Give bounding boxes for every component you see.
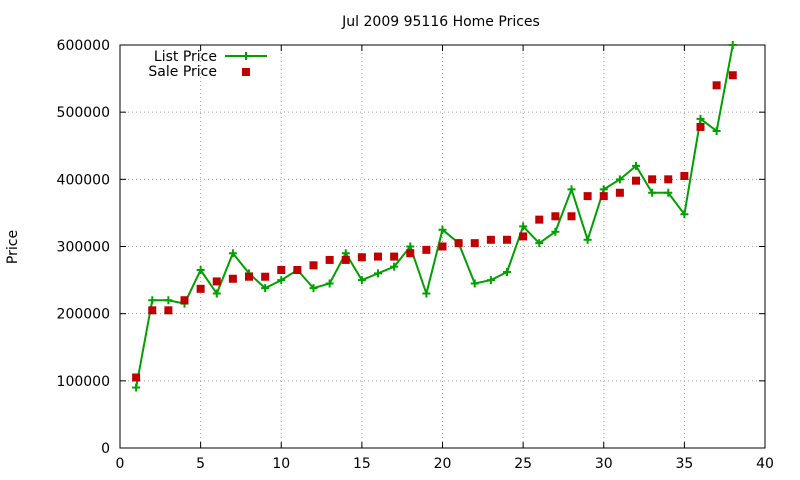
y-tick-label: 0: [101, 441, 110, 457]
list-price-point: [228, 249, 237, 258]
x-tick-label: 5: [196, 456, 205, 472]
sale-price-point: [245, 272, 253, 281]
list-price-point: [406, 242, 415, 251]
list-price-line: [135, 44, 734, 388]
x-tick-label: 0: [116, 456, 125, 472]
sale-price-point: [164, 306, 173, 315]
list-price-point: [261, 284, 270, 293]
sale-price-point: [277, 266, 286, 275]
sale-price-point: [728, 71, 737, 80]
sale-price-point: [535, 215, 544, 224]
sale-price-point: [599, 192, 608, 201]
x-tick-label: 25: [514, 456, 532, 472]
list-price-point: [696, 114, 705, 123]
list-price-point: [148, 296, 157, 305]
list-price-point: [648, 188, 657, 197]
data-series: [132, 41, 737, 392]
list-price-point: [470, 279, 479, 288]
sale-price-point: [374, 252, 382, 261]
list-price-point: [486, 276, 495, 285]
list-price-point: [503, 268, 511, 277]
x-tick-label: 10: [272, 456, 290, 472]
x-tick-label: 35: [675, 456, 693, 472]
x-tick-label: 15: [353, 456, 371, 472]
y-tick-label: 400000: [57, 172, 110, 188]
list-price-point: [599, 185, 608, 194]
list-price-point: [551, 227, 560, 236]
sale-price-point: [212, 277, 221, 286]
list-price-point: [567, 185, 576, 194]
list-price-point: [728, 41, 737, 49]
sale-price-point: [422, 245, 431, 254]
y-tick-label: 500000: [57, 105, 110, 121]
y-tick-label: 600000: [57, 38, 110, 54]
list-price-point: [164, 296, 173, 305]
list-price-point: [325, 279, 334, 288]
sale-price-point: [567, 212, 576, 221]
list-price-point: [309, 284, 318, 293]
sale-price-point: [293, 266, 302, 275]
sale-price-point: [664, 175, 673, 184]
list-price-point: [357, 276, 366, 285]
sale-price-point: [196, 284, 205, 293]
sale-price-point: [357, 253, 366, 262]
sale-price-point: [438, 242, 447, 251]
list-price-point: [196, 266, 205, 275]
list-price-point: [374, 269, 382, 278]
list-price-point: [632, 161, 640, 170]
list-price-point: [390, 262, 399, 271]
sale-price-point: [470, 239, 479, 248]
chart-title: Jul 2009 95116 Home Prices: [341, 14, 540, 30]
x-tick-label: 20: [434, 456, 452, 472]
sale-price-point: [503, 235, 511, 244]
legend-label-list-price: List Price: [154, 49, 217, 65]
sale-price-point: [486, 235, 495, 244]
sale-price-point: [228, 274, 237, 283]
y-tick-label: 300000: [57, 240, 110, 256]
x-tick-label: 30: [595, 456, 613, 472]
x-tick-label: 40: [756, 456, 774, 472]
list-price-point: [341, 249, 350, 258]
sale-price-point: [648, 175, 657, 184]
sale-price-point: [696, 122, 705, 131]
y-tick-label: 200000: [57, 307, 110, 323]
sale-price-point: [390, 252, 399, 261]
y-axis-label: Price: [5, 230, 21, 264]
list-price-point: [583, 235, 592, 244]
list-price-point: [519, 222, 528, 231]
y-tick-label: 100000: [57, 374, 110, 390]
sale-price-point: [551, 212, 560, 221]
legend-marker-sale-price: [242, 68, 250, 76]
sale-price-point: [341, 255, 350, 264]
sale-price-point: [632, 176, 640, 185]
sale-price-point: [406, 249, 415, 258]
legend-marker-list-price: [242, 52, 250, 60]
sale-price-point: [519, 232, 528, 241]
list-price-point: [212, 289, 221, 298]
list-price-point: [664, 188, 673, 197]
sale-price-point: [615, 188, 624, 197]
legend: List Price Sale Price: [148, 49, 267, 80]
sale-price-point: [712, 81, 721, 90]
sale-price-point: [261, 272, 270, 281]
list-price-point: [680, 210, 689, 219]
sale-price-point: [583, 192, 592, 201]
list-price-point: [712, 126, 721, 135]
sale-price-point: [309, 261, 318, 270]
sale-price-point: [680, 171, 689, 180]
list-price-point: [535, 239, 544, 248]
list-price-point: [615, 175, 624, 184]
list-price-point: [132, 383, 141, 392]
legend-label-sale-price: Sale Price: [148, 64, 217, 80]
sale-price-point: [132, 373, 141, 382]
sale-price-point: [454, 239, 463, 248]
axis-ticks: 0 5 10 15 20 25 30 35 40 0 100000 200000 300000 40000…: [57, 38, 774, 472]
sale-price-point: [148, 306, 157, 315]
sale-price-point: [325, 255, 334, 264]
list-price-point: [438, 225, 447, 234]
list-price-point: [422, 289, 431, 298]
sale-price-point: [180, 296, 189, 305]
list-price-point: [277, 276, 286, 285]
